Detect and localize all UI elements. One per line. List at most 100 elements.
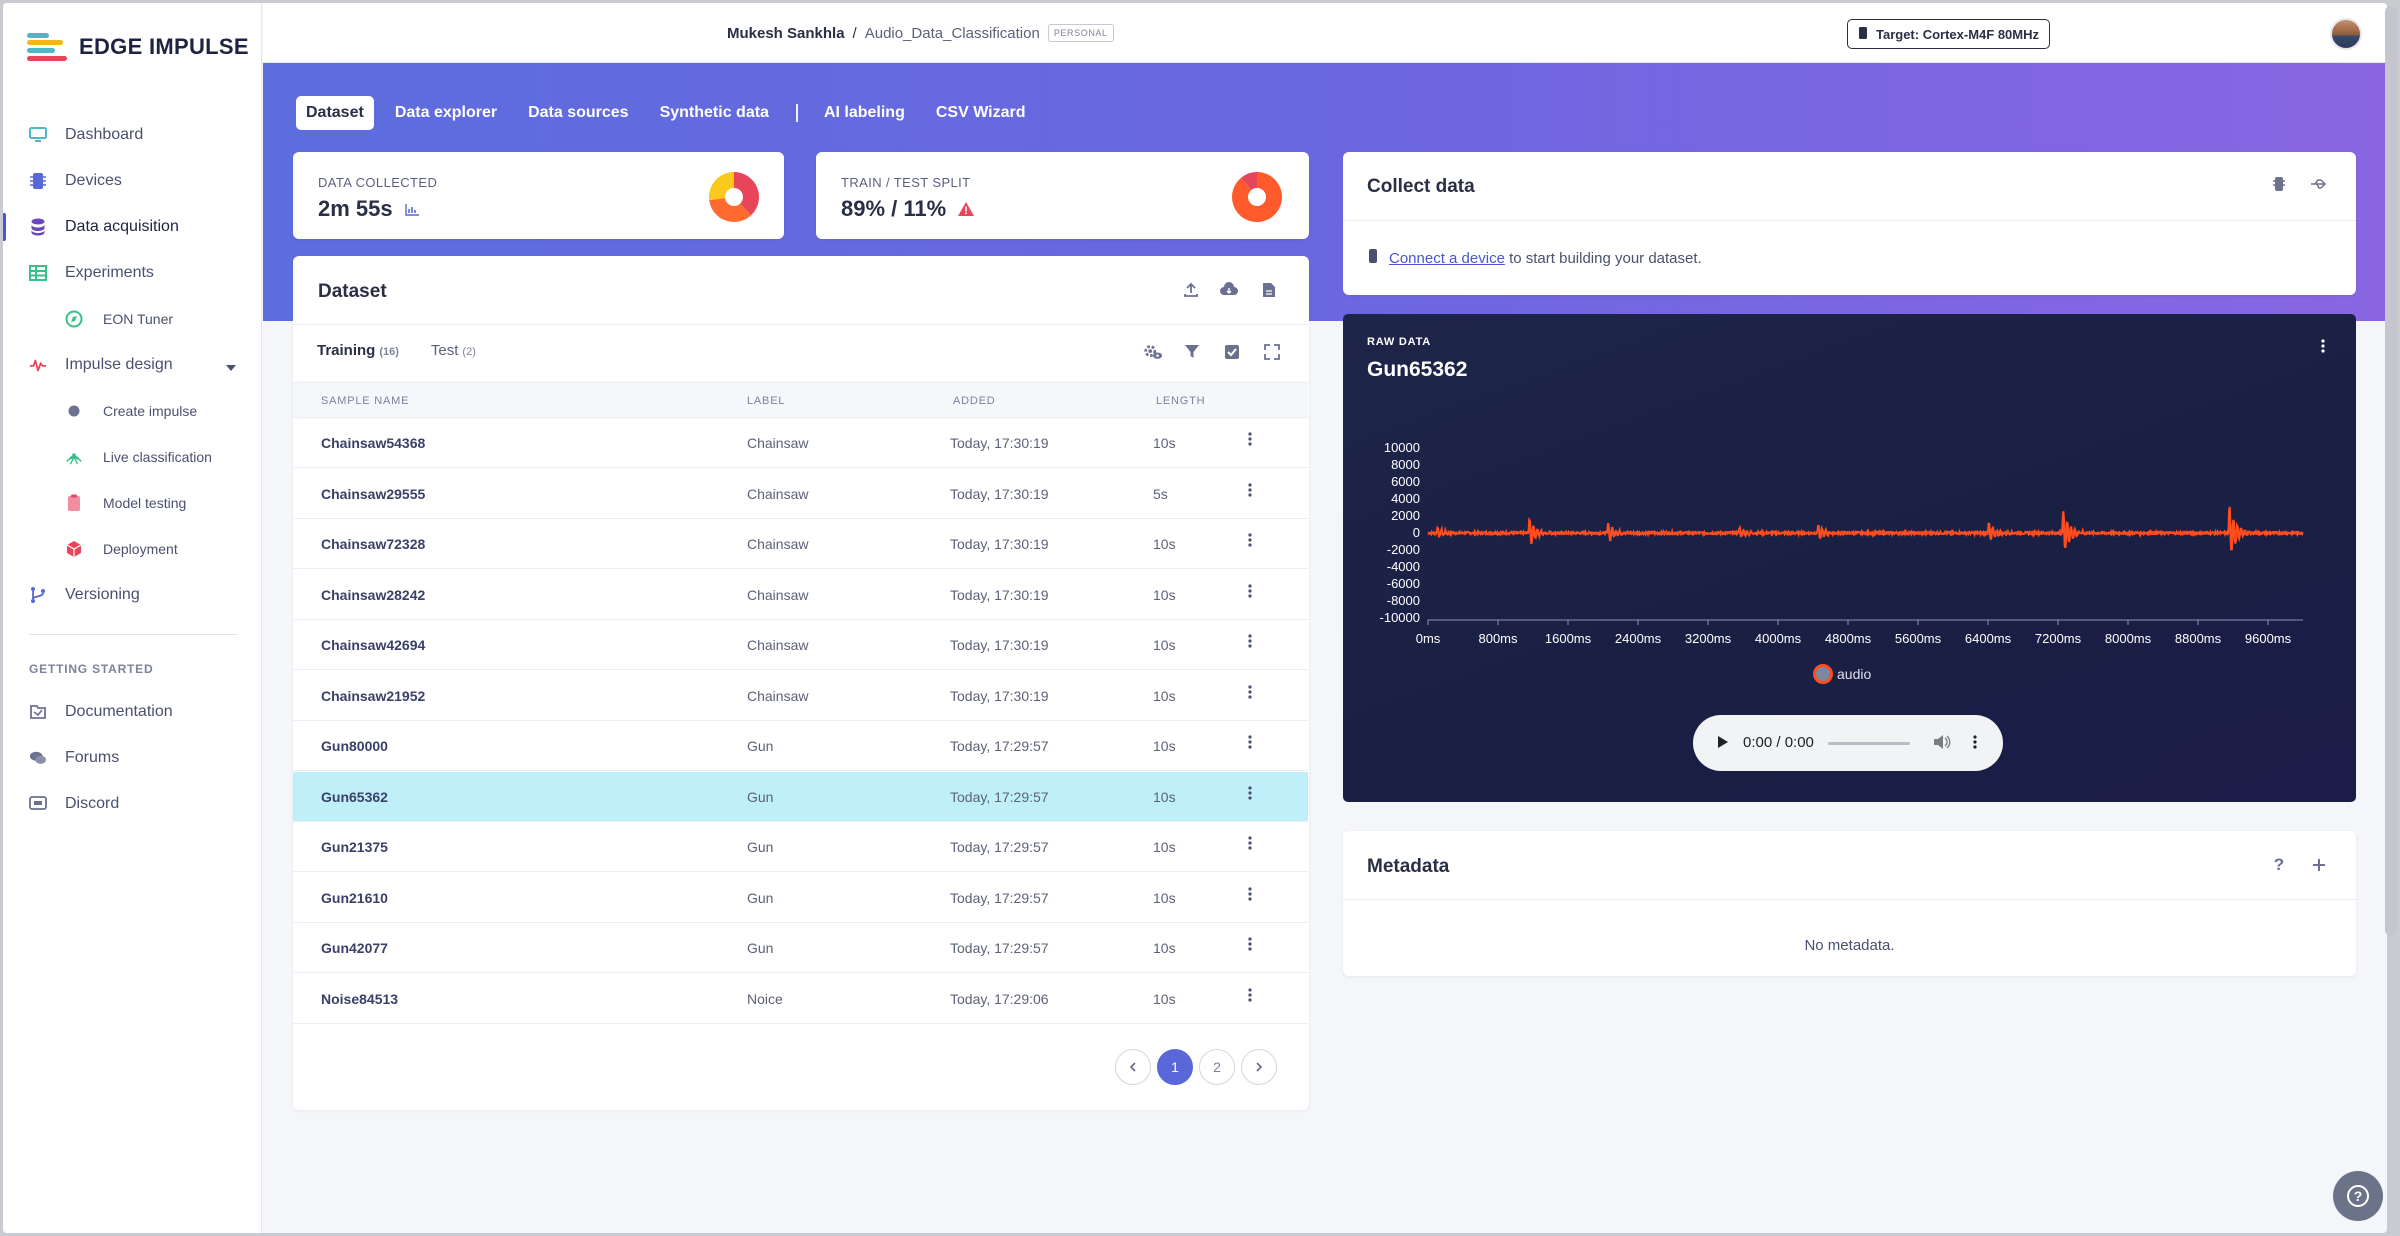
row-more-icon[interactable] bbox=[1248, 432, 1252, 449]
column-header-added[interactable]: ADDED bbox=[953, 395, 996, 407]
sidebar-item-deployment[interactable]: Deployment bbox=[3, 529, 261, 569]
sample-name-cell[interactable]: Gun65362 bbox=[321, 788, 388, 805]
warning-icon[interactable] bbox=[958, 196, 975, 222]
tab-training[interactable]: Training (16) bbox=[317, 342, 399, 359]
table-row[interactable]: Chainsaw72328 Chainsaw Today, 17:30:19 10s bbox=[293, 519, 1308, 569]
target-device-button[interactable]: Target: Cortex-M4F 80MHz bbox=[1847, 19, 2051, 49]
sidebar-item-data-acquisition[interactable]: Data acquisition bbox=[3, 207, 261, 247]
play-icon[interactable] bbox=[1717, 735, 1729, 753]
help-icon[interactable]: ? bbox=[2273, 855, 2285, 874]
table-row[interactable]: Gun80000 Gun Today, 17:29:57 10s bbox=[293, 721, 1308, 771]
add-icon[interactable] bbox=[2309, 855, 2329, 875]
sidebar-item-experiments[interactable]: Experiments bbox=[3, 253, 261, 293]
sidebar-item-forums[interactable]: Forums bbox=[3, 738, 261, 778]
tab-data-sources[interactable]: Data sources bbox=[528, 104, 629, 121]
breadcrumb-user[interactable]: Mukesh Sankhla bbox=[727, 24, 845, 42]
table-row[interactable]: Gun42077 Gun Today, 17:29:57 10s bbox=[293, 923, 1308, 973]
sidebar-item-dashboard[interactable]: Dashboard bbox=[3, 115, 261, 155]
tab-dataset[interactable]: Dataset bbox=[296, 96, 374, 130]
row-more-icon[interactable] bbox=[1248, 634, 1252, 651]
chevron-down-icon[interactable] bbox=[225, 359, 237, 377]
sidebar-item-eon-tuner[interactable]: EON Tuner bbox=[3, 299, 261, 339]
row-more-icon[interactable] bbox=[1248, 886, 1252, 904]
row-more-icon[interactable] bbox=[1248, 785, 1252, 803]
audio-progress-slider[interactable] bbox=[1828, 742, 1910, 745]
expand-icon[interactable] bbox=[1262, 342, 1282, 362]
tab-data-explorer[interactable]: Data explorer bbox=[394, 104, 498, 121]
table-row[interactable]: Noise84513 Noice Today, 17:29:06 10s bbox=[293, 974, 1308, 1024]
tab-test[interactable]: Test (2) bbox=[430, 342, 476, 359]
sample-name-cell[interactable]: Chainsaw42694 bbox=[321, 637, 426, 653]
row-more-icon[interactable] bbox=[1248, 684, 1252, 702]
sidebar-item-devices[interactable]: Devices bbox=[3, 161, 261, 201]
collect-data-card: Collect data Connect a device to start b… bbox=[1343, 152, 2356, 295]
sidebar-item-impulse-design[interactable]: Impulse design bbox=[3, 345, 261, 385]
connect-device-link[interactable]: Connect a device bbox=[1389, 249, 1505, 267]
sample-name-cell[interactable]: Chainsaw72328 bbox=[321, 536, 426, 552]
row-more-icon[interactable] bbox=[1248, 836, 1252, 853]
breadcrumb-project[interactable]: Audio_Data_Classification bbox=[864, 24, 1040, 42]
sidebar-item-versioning[interactable]: Versioning bbox=[3, 575, 261, 615]
page-scrollbar[interactable] bbox=[2385, 6, 2397, 936]
row-more-icon[interactable] bbox=[1248, 735, 1252, 752]
label-cell: Chainsaw bbox=[747, 637, 809, 653]
table-row[interactable]: Gun65362 Gun Today, 17:29:57 10s bbox=[293, 771, 1308, 822]
avatar[interactable] bbox=[2330, 18, 2362, 50]
audio-player[interactable]: 0:00 / 0:00 bbox=[1693, 715, 2003, 771]
table-row[interactable]: Chainsaw54368 Chainsaw Today, 17:30:19 10s bbox=[293, 418, 1308, 468]
length-cell: 10s bbox=[1153, 738, 1176, 754]
audio-more-icon[interactable] bbox=[1973, 735, 1977, 753]
brand-logo[interactable]: EDGE IMPULSE bbox=[27, 31, 249, 63]
bar-chart-icon[interactable] bbox=[404, 196, 419, 222]
volume-icon[interactable] bbox=[1933, 734, 1951, 754]
previous-page-button[interactable] bbox=[1115, 1049, 1151, 1085]
row-more-icon[interactable] bbox=[1248, 987, 1252, 1005]
cloud-download-icon[interactable] bbox=[1219, 280, 1239, 300]
sidebar-item-create-impulse[interactable]: Create impulse bbox=[3, 391, 261, 431]
table-row[interactable]: Gun21610 Gun Today, 17:29:57 10s bbox=[293, 873, 1308, 923]
sample-name-cell[interactable]: Chainsaw29555 bbox=[321, 485, 426, 502]
next-page-button[interactable] bbox=[1241, 1049, 1277, 1085]
column-header-length[interactable]: LENGTH bbox=[1156, 395, 1206, 407]
page-button-2[interactable]: 2 bbox=[1199, 1049, 1235, 1085]
column-header-sample-name[interactable]: SAMPLE NAME bbox=[321, 395, 410, 407]
table-row[interactable]: Chainsaw21952 Chainsaw Today, 17:30:19 10s bbox=[293, 671, 1308, 721]
sample-name-cell[interactable]: Noise84513 bbox=[321, 990, 399, 1007]
tab-csv-wizard[interactable]: CSV Wizard bbox=[935, 104, 1026, 121]
sample-name-cell[interactable]: Gun21375 bbox=[321, 839, 388, 855]
table-row[interactable]: Gun21375 Gun Today, 17:29:57 10s bbox=[293, 822, 1308, 872]
tab-synthetic-data[interactable]: Synthetic data bbox=[659, 104, 769, 121]
filter-icon[interactable] bbox=[1182, 342, 1202, 362]
upload-icon[interactable] bbox=[1181, 280, 1201, 300]
sample-name-cell[interactable]: Gun80000 bbox=[321, 738, 388, 754]
sidebar-item-live-classification[interactable]: Live classification bbox=[3, 437, 261, 477]
tab-ai-labeling[interactable]: AI labeling bbox=[823, 104, 905, 121]
metadata-empty-message: No metadata. bbox=[1804, 937, 1895, 954]
chart-legend[interactable]: audio bbox=[1813, 664, 1871, 684]
sample-name-cell[interactable]: Chainsaw28242 bbox=[321, 586, 426, 603]
sample-name-cell[interactable]: Chainsaw21952 bbox=[321, 687, 426, 704]
sample-name-cell[interactable]: Gun21610 bbox=[321, 889, 388, 906]
x-tick-label: 6400ms bbox=[1965, 631, 2012, 646]
table-row[interactable]: Chainsaw42694 Chainsaw Today, 17:30:19 10s bbox=[293, 620, 1308, 670]
sidebar-item-discord[interactable]: Discord bbox=[3, 784, 261, 824]
row-more-icon[interactable] bbox=[1248, 533, 1252, 550]
usb-icon[interactable] bbox=[2309, 174, 2329, 194]
sidebar-item-model-testing[interactable]: Model testing bbox=[3, 483, 261, 523]
more-options-icon[interactable] bbox=[2313, 336, 2333, 356]
row-more-icon[interactable] bbox=[1248, 583, 1252, 601]
sidebar-item-documentation[interactable]: Documentation bbox=[3, 692, 261, 732]
row-more-icon[interactable] bbox=[1248, 482, 1252, 500]
device-icon[interactable] bbox=[2269, 174, 2289, 194]
help-chat-button[interactable]: ? bbox=[2333, 1171, 2383, 1221]
table-row[interactable]: Chainsaw29555 Chainsaw Today, 17:30:19 5s bbox=[293, 469, 1308, 519]
column-header-label[interactable]: LABEL bbox=[747, 395, 786, 407]
table-row[interactable]: Chainsaw28242 Chainsaw Today, 17:30:19 10s bbox=[293, 570, 1308, 620]
row-more-icon[interactable] bbox=[1248, 937, 1252, 954]
sample-name-cell[interactable]: Gun42077 bbox=[321, 940, 388, 956]
settings-eye-icon[interactable] bbox=[1143, 342, 1163, 362]
page-button-1[interactable]: 1 bbox=[1157, 1049, 1193, 1085]
sample-name-cell[interactable]: Chainsaw54368 bbox=[321, 435, 426, 451]
checkbox-select-icon[interactable] bbox=[1222, 342, 1242, 362]
file-icon[interactable] bbox=[1259, 280, 1279, 300]
